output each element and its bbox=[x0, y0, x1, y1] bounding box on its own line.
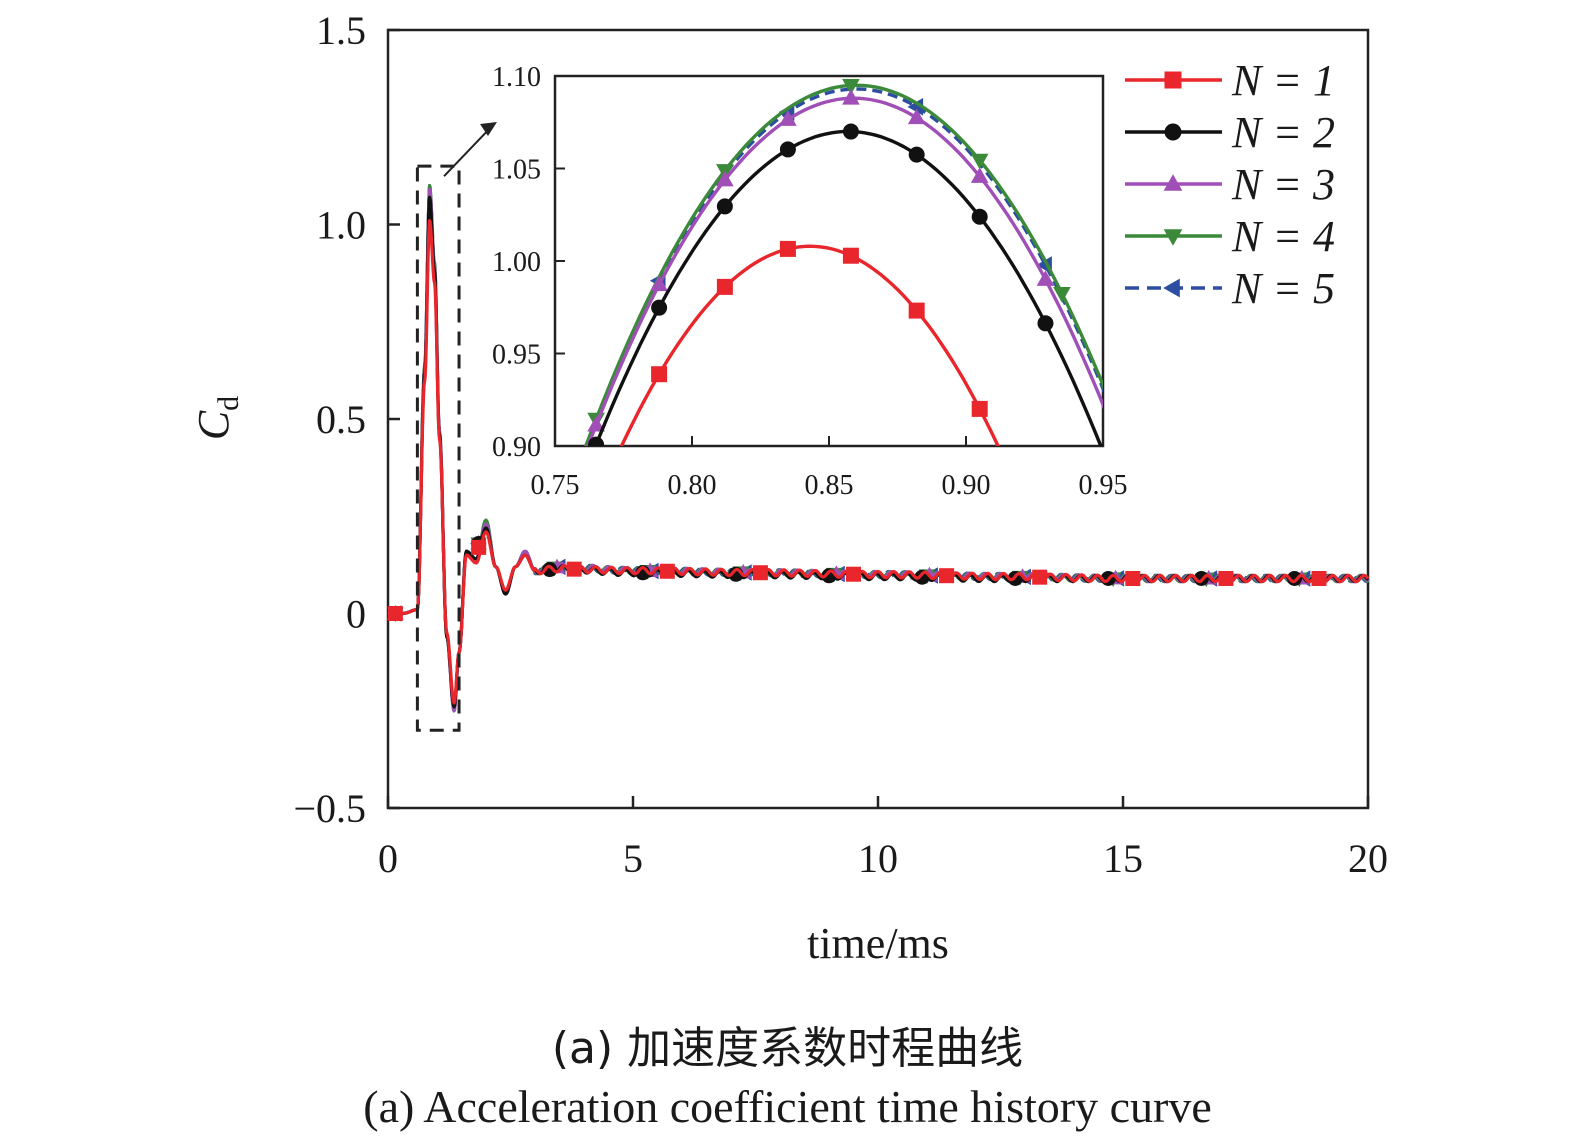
zoom-arrow bbox=[443, 123, 495, 177]
y-axis-title: Cd bbox=[189, 396, 245, 440]
inset-x-tick-label: 0.80 bbox=[668, 470, 717, 501]
inset-series-marker-n3 bbox=[1036, 270, 1055, 286]
inset-series-marker-n2 bbox=[908, 146, 925, 163]
inset-series-marker-n2 bbox=[971, 208, 988, 225]
series-marker-n2 bbox=[542, 562, 558, 578]
inset-series-marker-n2 bbox=[1037, 315, 1054, 332]
series-marker-n1 bbox=[387, 606, 403, 621]
x-tick-label: 20 bbox=[1348, 836, 1388, 881]
x-tick-label: 5 bbox=[623, 836, 643, 881]
series-marker-n1 bbox=[752, 565, 768, 581]
inset-series-line-n2 bbox=[593, 129, 1103, 446]
inset-x-tick-label: 0.75 bbox=[531, 470, 580, 501]
inset-plot: 0.75 0.80 0.85 0.90 0.95 0.90 0.95 1.00 1.05 1.10 bbox=[492, 62, 1128, 512]
y-tick-label: 0.5 bbox=[316, 397, 366, 442]
zoom-box bbox=[415, 164, 461, 732]
legend-label-n2: N = 2 bbox=[1231, 108, 1335, 157]
inset-y-tick-label: 0.95 bbox=[492, 340, 541, 371]
inset-y-tick-label: 1.05 bbox=[492, 155, 541, 186]
inset-series-marker-n2 bbox=[842, 123, 859, 140]
inset-series-marker-n3 bbox=[970, 167, 989, 183]
x-tick-label: 10 bbox=[858, 836, 898, 881]
series-marker-n1 bbox=[659, 563, 675, 579]
inset-series-marker-n2 bbox=[588, 436, 605, 446]
y-tick-label: 1.5 bbox=[316, 8, 366, 53]
inset-series-marker-n3 bbox=[587, 415, 605, 432]
inset-x-tick-label: 0.95 bbox=[1079, 470, 1128, 501]
legend-label-n1: N = 1 bbox=[1231, 56, 1335, 105]
series-marker-n1 bbox=[471, 539, 487, 555]
series-marker-n1 bbox=[846, 566, 861, 582]
inset-series-marker-n1 bbox=[651, 366, 668, 383]
inset-series-marker-n2 bbox=[716, 198, 733, 215]
figure-caption-chinese: (a) 加速度系数时程曲线 bbox=[551, 1023, 1024, 1074]
svg-text:Cd: Cd bbox=[189, 396, 245, 440]
inset-series-marker-n3 bbox=[779, 110, 797, 126]
inset-series-marker-n4 bbox=[842, 78, 860, 95]
inset-y-tick-label: 0.90 bbox=[492, 432, 541, 463]
inset-series-marker-n3 bbox=[842, 89, 860, 105]
inset-y-tick-label: 1.00 bbox=[492, 247, 541, 278]
series-marker-n1 bbox=[1311, 570, 1327, 586]
inset-series-marker-n1 bbox=[842, 247, 859, 264]
inset-series-line-n1 bbox=[619, 244, 1000, 446]
legend-marker-n4 bbox=[1163, 229, 1183, 246]
inset-series-line-n3 bbox=[586, 96, 1103, 446]
inset-series-line-n4 bbox=[584, 83, 1103, 446]
inset-series-line-n5 bbox=[585, 87, 1103, 446]
legend-marker-n5 bbox=[1163, 278, 1180, 298]
series-marker-n1 bbox=[1125, 570, 1141, 586]
series-marker-n1 bbox=[1032, 569, 1048, 585]
inset-series-marker-n4 bbox=[970, 153, 989, 170]
inset-series-marker-n1 bbox=[588, 496, 604, 512]
inset-series-marker-n1 bbox=[908, 302, 925, 319]
inset-series-marker-n4 bbox=[1053, 286, 1071, 303]
legend-marker-n3 bbox=[1163, 174, 1183, 191]
inset-series-marker-n3 bbox=[716, 170, 734, 187]
figure-caption-english: (a) Acceleration coefficient time histor… bbox=[363, 1081, 1212, 1132]
main-plot: 0 5 10 15 20 −0.5 0 0.5 1.0 1.5 bbox=[293, 8, 1388, 881]
inset-series-marker-n5 bbox=[907, 98, 924, 116]
series-line-n1 bbox=[387, 219, 1370, 705]
y-tick-label: −0.5 bbox=[293, 786, 366, 831]
inset-x-tick-label: 0.85 bbox=[805, 470, 854, 501]
inset-series-marker-n2 bbox=[779, 141, 796, 158]
inset-series-marker-n3 bbox=[907, 108, 926, 125]
inset-series-marker-n2 bbox=[651, 299, 668, 316]
y-axis-title-main: C bbox=[189, 410, 238, 440]
series-marker-n1 bbox=[1218, 570, 1234, 586]
series-marker-n1 bbox=[939, 568, 955, 584]
legend-marker-n1 bbox=[1164, 71, 1182, 89]
inset-y-tick-label: 1.10 bbox=[492, 62, 541, 93]
x-tick-label: 0 bbox=[378, 836, 398, 881]
legend-label-n3: N = 3 bbox=[1231, 160, 1335, 209]
legend-label-n4: N = 4 bbox=[1231, 212, 1335, 261]
inset-series-marker-n1 bbox=[779, 240, 796, 257]
inset-x-tick-label: 0.90 bbox=[942, 470, 991, 501]
zoom-arrow-head bbox=[480, 122, 497, 136]
inset-curves bbox=[584, 78, 1103, 512]
y-axis-title-subscript: d bbox=[212, 396, 245, 411]
inset-plot-frame bbox=[553, 74, 1105, 448]
legend: N = 1N = 2N = 3N = 4N = 5 bbox=[1125, 56, 1335, 313]
y-tick-label: 1.0 bbox=[316, 203, 366, 248]
x-axis-title: time/ms bbox=[807, 919, 949, 968]
inset-series-marker-n1 bbox=[971, 400, 988, 417]
legend-marker-n2 bbox=[1164, 123, 1182, 141]
inset-series-marker-n1 bbox=[716, 278, 733, 295]
x-tick-label: 15 bbox=[1103, 836, 1143, 881]
series-marker-n1 bbox=[566, 561, 582, 577]
inset-series-marker-n3 bbox=[650, 275, 668, 292]
y-tick-label: 0 bbox=[346, 592, 366, 637]
legend-label-n5: N = 5 bbox=[1231, 264, 1335, 313]
series-marker-n2 bbox=[1287, 570, 1302, 586]
